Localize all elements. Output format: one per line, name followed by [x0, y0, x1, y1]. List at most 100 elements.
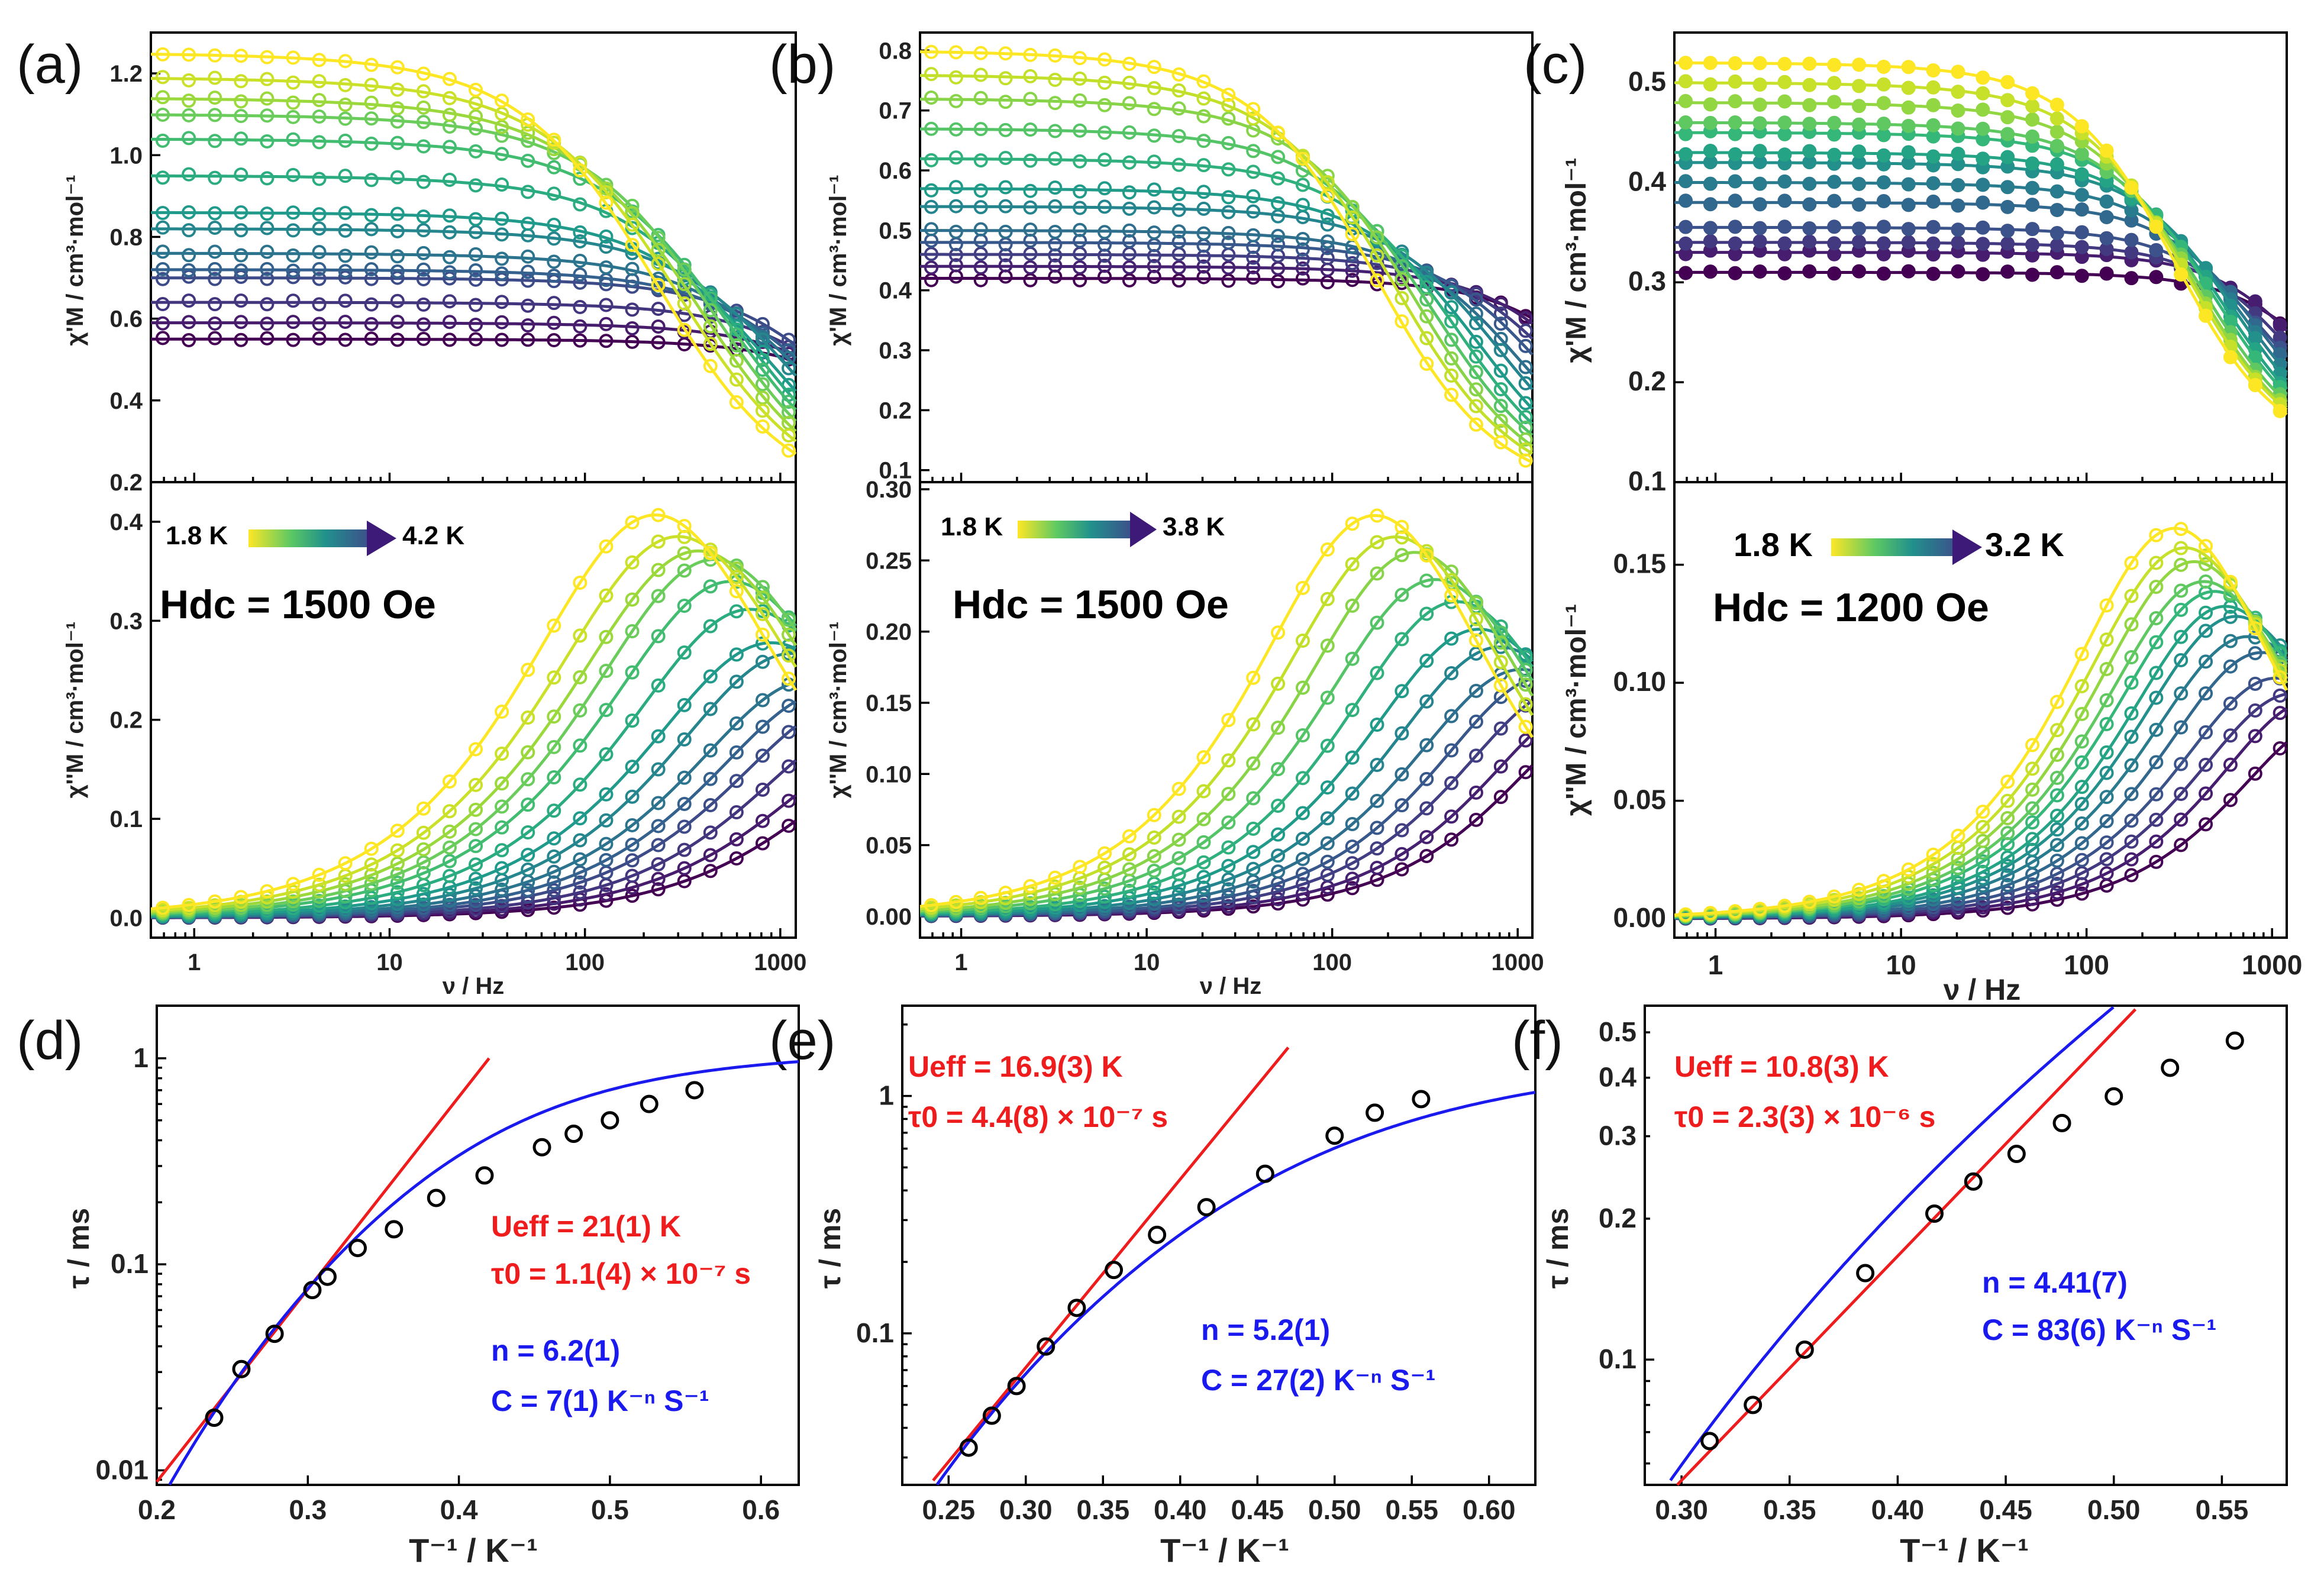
- data-point-real: [1171, 260, 1186, 275]
- data-point-imag: [651, 563, 666, 577]
- data-point-real: [1852, 99, 1867, 114]
- panel-c-temp-end: 3.2 K: [1985, 526, 2064, 563]
- data-point-imag: [521, 883, 535, 897]
- data-point-imag: [1098, 846, 1112, 861]
- data-point-imag: [2174, 557, 2189, 572]
- data-point-real: [1419, 292, 1434, 307]
- data-point-real: [1493, 414, 1508, 428]
- data-point-imag: [1444, 809, 1459, 824]
- data-point-imag: [1370, 821, 1384, 835]
- tau-data-point: [601, 1111, 619, 1130]
- data-point-real: [390, 224, 405, 238]
- data-point-imag: [547, 900, 561, 915]
- data-point-real: [1147, 102, 1161, 117]
- data-point-imag: [286, 894, 301, 909]
- data-point-real: [625, 321, 640, 335]
- data-point-real: [1023, 92, 1038, 106]
- data-point-real: [1048, 199, 1063, 214]
- data-point-imag: [1271, 827, 1286, 842]
- data-point-real: [599, 334, 614, 348]
- data-point-imag: [2149, 834, 2164, 849]
- data-point-imag: [1752, 902, 1767, 916]
- data-point-imag: [364, 841, 379, 856]
- data-point-imag: [547, 770, 561, 785]
- data-point-imag: [2199, 624, 2213, 638]
- data-point-real: [1679, 56, 1693, 70]
- data-point-real: [1852, 79, 1867, 93]
- data-point-imag: [1926, 865, 1941, 880]
- tau-data-point: [1325, 1126, 1344, 1145]
- data-point-real: [1518, 396, 1533, 411]
- data-point-imag: [677, 842, 692, 857]
- data-point-imag: [469, 802, 483, 817]
- data-point-imag: [390, 885, 405, 900]
- data-point-real: [1073, 93, 1087, 108]
- data-point-real: [1271, 237, 1286, 252]
- data-point-real: [312, 172, 327, 186]
- x-tick-label: 0.2: [138, 1494, 176, 1525]
- data-point-real: [469, 263, 483, 277]
- tau-data-point: [2052, 1113, 2071, 1132]
- data-point-real: [1728, 174, 1742, 189]
- fit-curve-imag-3: [150, 558, 798, 915]
- data-point-real: [1976, 121, 1990, 136]
- panel-f-ylabel: τ / ms: [1541, 1208, 1574, 1288]
- data-point-real: [1147, 128, 1161, 143]
- data-point-imag: [2149, 666, 2164, 680]
- data-point-real: [312, 93, 327, 108]
- data-point-real: [547, 296, 561, 311]
- panel-d-series: [156, 1057, 799, 1486]
- data-point-imag: [1320, 542, 1335, 557]
- data-point-real: [390, 101, 405, 116]
- data-point-imag: [2199, 725, 2213, 739]
- data-point-real: [156, 272, 170, 286]
- tau-data-point: [1197, 1198, 1216, 1217]
- data-point-real: [416, 84, 431, 99]
- data-point-imag: [521, 772, 535, 787]
- data-point-imag: [1295, 867, 1310, 881]
- data-point-imag: [2124, 834, 2139, 849]
- tau-data-point: [318, 1267, 337, 1286]
- data-point-real: [1023, 69, 1038, 83]
- data-point-real: [2099, 143, 2114, 158]
- data-point-real: [1703, 234, 1718, 248]
- data-point-real: [677, 277, 692, 292]
- data-point-real: [677, 262, 692, 277]
- x-tick-label: 0.30: [1655, 1494, 1708, 1525]
- panel-d-ylabel: τ / ms: [62, 1208, 95, 1288]
- data-point-imag: [2000, 774, 2015, 789]
- x-tick-label: 1: [954, 949, 967, 976]
- data-point-real: [1802, 176, 1817, 191]
- x-tick-label: 0.55: [1385, 1494, 1438, 1525]
- data-point-imag: [1122, 829, 1137, 844]
- raman-fit-curve: [935, 1090, 1536, 1485]
- data-point-imag: [1271, 721, 1286, 735]
- panel-f-ueff: Ueff = 10.8(3) K: [1674, 1050, 1889, 1083]
- data-point-imag: [2174, 541, 2189, 555]
- data-point-real: [1468, 399, 1483, 414]
- data-point-imag: [2124, 706, 2139, 721]
- tau-data-point: [1037, 1337, 1056, 1356]
- data-point-imag: [782, 759, 796, 774]
- data-point-real: [182, 263, 196, 277]
- data-point-imag: [703, 864, 718, 879]
- x-tick-label: 0.30: [999, 1494, 1053, 1525]
- data-point-real: [495, 211, 509, 226]
- data-point-imag: [1271, 864, 1286, 879]
- data-point-real: [156, 244, 170, 259]
- data-point-real: [1171, 273, 1186, 288]
- data-point-real: [469, 272, 483, 287]
- panel-b-ylabel-bottom: χ''M / cm³·mol⁻¹: [825, 622, 851, 799]
- raman-fit-curve: [1669, 1006, 2115, 1481]
- data-point-imag: [1444, 709, 1459, 724]
- tau-data-point: [205, 1409, 224, 1427]
- data-point-imag: [2049, 853, 2064, 868]
- data-point-imag: [2049, 885, 2064, 900]
- data-point-imag: [1246, 756, 1261, 771]
- panel-a-temp-start: 1.8 K: [166, 521, 228, 550]
- data-point-imag: [2049, 788, 2064, 803]
- data-point-real: [1395, 290, 1409, 305]
- data-point-imag: [2149, 528, 2164, 542]
- data-point-real: [1493, 435, 1508, 450]
- data-point-real: [2099, 266, 2114, 281]
